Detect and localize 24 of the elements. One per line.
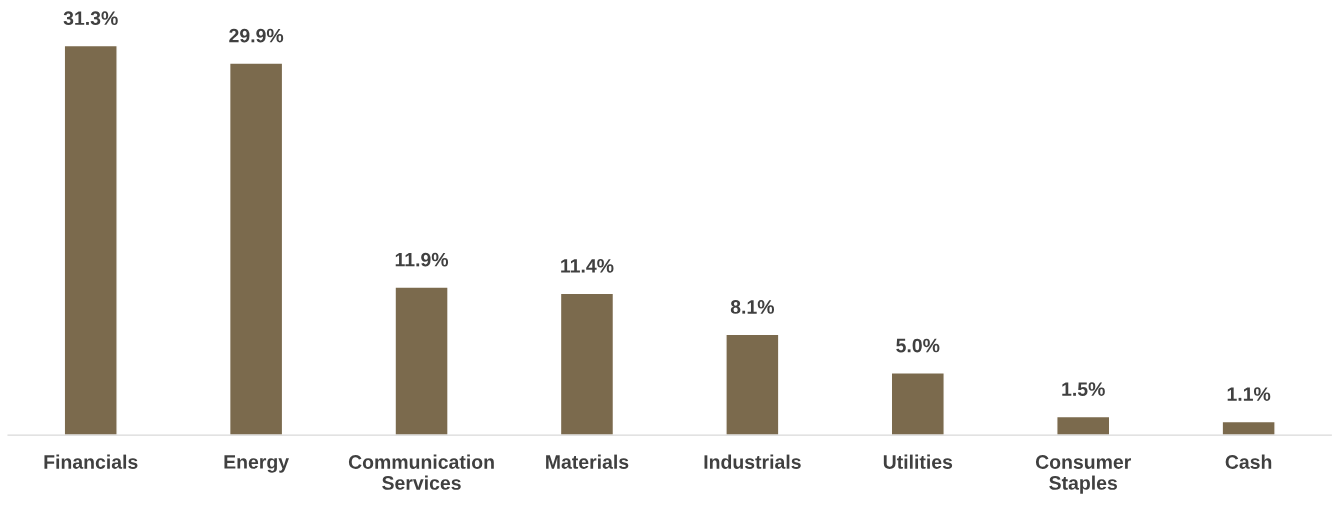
bar <box>1221 420 1276 436</box>
bar <box>890 372 945 436</box>
x-tick-label: Materials <box>546 454 629 469</box>
x-tick-label: Cash <box>1225 454 1272 469</box>
data-label: 11.4% <box>561 259 614 273</box>
data-label: 1.5% <box>1062 382 1105 396</box>
bar <box>725 333 780 436</box>
bar <box>228 62 284 436</box>
bar <box>1056 415 1111 436</box>
data-label: 31.3% <box>63 11 118 26</box>
bar <box>394 286 449 436</box>
data-label: 1.1% <box>1227 387 1271 401</box>
bar <box>559 292 615 436</box>
x-tick-label: Energy <box>224 455 289 473</box>
data-label: 11.9% <box>395 252 449 267</box>
x-tick-label: Utilities <box>883 454 953 469</box>
x-tick-label: Industrials <box>704 454 801 469</box>
data-label: 29.9% <box>229 28 284 43</box>
x-tick-label: Financials <box>44 454 138 469</box>
x-tick-label: Communication Services <box>348 454 494 490</box>
bar <box>63 44 118 436</box>
data-label: 5.0% <box>896 338 940 353</box>
x-tick-label: Consumer Staples <box>1035 455 1131 494</box>
data-label: 8.1% <box>730 300 775 314</box>
